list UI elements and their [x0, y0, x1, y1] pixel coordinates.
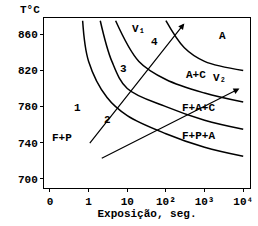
svg-text:0: 0: [47, 196, 54, 208]
svg-text:10: 10: [121, 196, 134, 208]
svg-text:1: 1: [74, 102, 81, 114]
svg-text:10³: 10³: [195, 196, 215, 208]
svg-text:2: 2: [104, 114, 111, 126]
svg-text:F+P+A: F+P+A: [182, 130, 215, 142]
svg-text:A: A: [219, 30, 226, 42]
svg-text:740: 740: [18, 138, 38, 150]
svg-text:3: 3: [120, 63, 127, 75]
svg-text:1: 1: [85, 196, 92, 208]
svg-text:780: 780: [18, 101, 38, 113]
svg-text:F+P: F+P: [52, 132, 72, 144]
svg-text:V₁: V₁: [132, 23, 145, 35]
svg-text:T°C: T°C: [20, 4, 40, 16]
svg-text:820: 820: [18, 65, 38, 77]
svg-text:10⁴: 10⁴: [233, 196, 253, 208]
svg-text:F+A+C: F+A+C: [182, 102, 215, 114]
svg-text:10²: 10²: [156, 196, 176, 208]
svg-text:4: 4: [151, 36, 158, 48]
svg-text:V₂: V₂: [213, 72, 226, 84]
svg-text:A+C: A+C: [186, 69, 206, 81]
svg-text:860: 860: [18, 29, 38, 41]
svg-text:Exposição, seg.: Exposição, seg.: [97, 208, 196, 220]
svg-text:700: 700: [18, 174, 38, 186]
